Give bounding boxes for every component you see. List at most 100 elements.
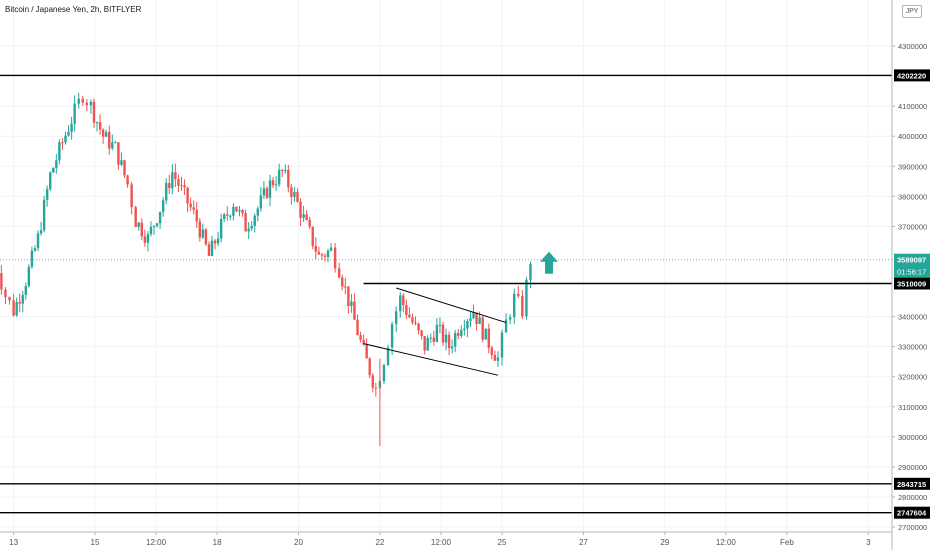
trendline [363,343,499,376]
price-tick-label: 4300000 [898,42,927,51]
candle-body [386,347,390,366]
candle-body [186,187,189,204]
candle-body [432,337,436,342]
candle-body [52,167,55,173]
chart-title: Bitcoin / Japanese Yen, 2h, BITFLYER [5,5,142,14]
candle-body [390,324,394,348]
candle-body [320,254,324,256]
countdown-label: 01:56:17 [897,268,926,277]
price-tick-label: 2700000 [898,523,927,532]
level-label-box [894,477,930,490]
candle-body [155,223,159,226]
candle-body [472,312,475,319]
time-tick-label: 22 [375,538,384,547]
candle-body [18,301,21,304]
time-axis[interactable]: 13 15 12:00 18 20 22 12:00 25 27 29 12:00 Feb 3 [0,531,892,547]
candle-body [408,314,411,318]
time-tick-label: 3 [866,538,871,547]
candle-body [85,102,89,106]
candle-body [189,203,192,208]
level-label-box [894,506,930,519]
candle-body [460,329,463,336]
candle-body [450,346,454,349]
candle-body [414,322,417,324]
candle-body [140,222,144,237]
candle-body [365,344,368,359]
candle-body [466,321,469,329]
time-tick-label: 12:00 [146,538,167,547]
candle-body [111,142,114,149]
candle-body [244,213,247,232]
candle-body [108,132,111,149]
candle-body [382,365,386,382]
candle-body [265,188,269,198]
candle-body [478,317,481,324]
candle-body [61,142,64,144]
candle-body [198,221,202,238]
candle-body [475,312,478,324]
candle-body [137,222,140,227]
candle-body [371,375,374,388]
candle-body [444,334,448,343]
candle-body [101,129,105,137]
level-label-box [894,277,930,290]
price-tick-label: 4100000 [898,102,927,111]
arrow-shape [540,251,558,274]
candle-body [268,180,272,198]
level-label: 2747604 [897,509,927,518]
candle-body [241,209,244,214]
candle-body [123,160,126,176]
candle-body [487,328,490,348]
candle-body [238,209,241,212]
candle-body [347,286,350,307]
candle-body [299,201,302,218]
candle-body [513,293,516,318]
candle-body [344,286,347,288]
candle-body [453,332,457,347]
price-tick-label: 3800000 [898,192,927,201]
price-tick-label: 3400000 [898,313,927,322]
candle-body [213,240,217,244]
candle-body [277,170,281,185]
grid-lines [0,0,892,532]
candle-body [183,185,186,188]
candle-body [98,122,102,130]
candle-body [284,169,287,171]
candle-body [496,357,500,361]
candle-body [529,264,532,280]
trendline [396,287,507,324]
candle-body [4,289,7,298]
candle-body [326,250,330,257]
candle-body [362,339,365,345]
price-axis[interactable]: 4300000 4100000 4000000 3900000 3800000 37000… [891,0,930,550]
candle-body [174,172,177,180]
candle-body [226,214,229,216]
candle-body [490,347,494,355]
candle-body [152,225,156,227]
candle-body [158,211,162,224]
candle-body [271,180,275,186]
trendlines [363,287,507,376]
candle-body [333,247,337,269]
candle-body [223,214,226,220]
candle-body [30,250,34,267]
candle-body [92,101,96,123]
candle-body [426,338,429,351]
candle-body [281,170,284,172]
candle-body [8,297,11,301]
candle-body [126,175,129,185]
candle-body [161,200,165,212]
candle-body [256,208,259,216]
candle-body [399,295,402,312]
price-tick-label: 2800000 [898,493,927,502]
candle-body [64,135,67,143]
candle-body [117,142,120,165]
candle-body [171,172,174,189]
candle-body [95,122,99,124]
currency-badge[interactable]: JPY [902,5,922,18]
candle-body [149,226,153,235]
candle-body [359,335,362,340]
candle-body [411,317,414,323]
time-tick-label: Feb [780,538,794,547]
